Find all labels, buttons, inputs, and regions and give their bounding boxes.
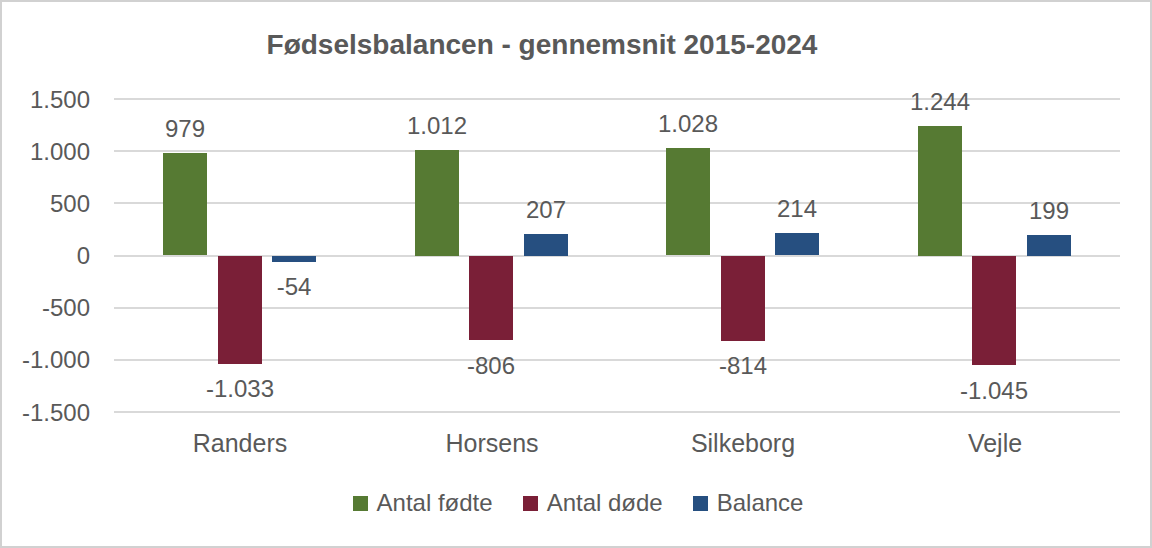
bar-value-label: -814	[673, 354, 813, 378]
legend-item: Balance	[693, 490, 804, 516]
bar-value-label: 207	[476, 198, 616, 222]
gridline	[114, 411, 1120, 413]
category-label: Horsens	[366, 430, 618, 456]
legend-label: Balance	[717, 490, 804, 516]
bar	[218, 256, 262, 364]
chart-frame: Fødselsbalancen - gennemsnit 2015-2024 1…	[0, 0, 1152, 548]
gridline	[114, 150, 1120, 152]
bar-value-label: 979	[115, 117, 255, 141]
bar	[415, 150, 459, 256]
category-label: Vejle	[869, 430, 1121, 456]
gridline	[114, 255, 1120, 257]
bar-value-label: 1.012	[367, 114, 507, 138]
y-axis-tick-label: 500	[2, 191, 90, 216]
bar	[775, 233, 819, 255]
gridline	[114, 202, 1120, 204]
y-axis-tick-label: -500	[2, 295, 90, 320]
bar-value-label: 214	[727, 197, 867, 221]
bar-value-label: 1.244	[870, 90, 1010, 114]
bar	[272, 256, 316, 262]
legend-label: Antal fødte	[377, 490, 493, 516]
gridline	[114, 359, 1120, 361]
bar	[1027, 235, 1071, 256]
bar	[972, 256, 1016, 365]
category-label: Randers	[114, 430, 366, 456]
bar	[721, 256, 765, 341]
legend-label: Antal døde	[547, 490, 663, 516]
bar	[469, 256, 513, 340]
bar-value-label: -1.033	[170, 377, 310, 401]
bar	[666, 148, 710, 255]
bar-value-label: 1.028	[618, 112, 758, 136]
bar-value-label: 199	[979, 199, 1119, 223]
bar	[163, 153, 207, 255]
bar-value-label: -806	[421, 354, 561, 378]
y-axis-tick-label: -1.500	[2, 400, 90, 425]
legend-swatch-icon	[353, 496, 368, 511]
bar	[524, 234, 568, 256]
category-label: Silkeborg	[617, 430, 869, 456]
y-axis-tick-label: 0	[2, 243, 90, 268]
y-axis-tick-label: 1.000	[2, 139, 90, 164]
bar	[918, 126, 962, 256]
legend-swatch-icon	[523, 496, 538, 511]
legend-item: Antal fødte	[353, 490, 493, 516]
y-axis-tick-label: -1.000	[2, 347, 90, 372]
chart-legend: Antal fødte Antal døde Balance	[2, 490, 1152, 516]
gridline	[114, 307, 1120, 309]
bar-value-label: -54	[224, 275, 364, 299]
y-axis-tick-label: 1.500	[2, 87, 90, 112]
plot-area: 1.500 1.000 500 0 -500 -1.000 -1.500 979 -1.033 -…	[2, 2, 1150, 546]
legend-swatch-icon	[693, 496, 708, 511]
legend-item: Antal døde	[523, 490, 663, 516]
bar-value-label: -1.045	[924, 379, 1064, 403]
